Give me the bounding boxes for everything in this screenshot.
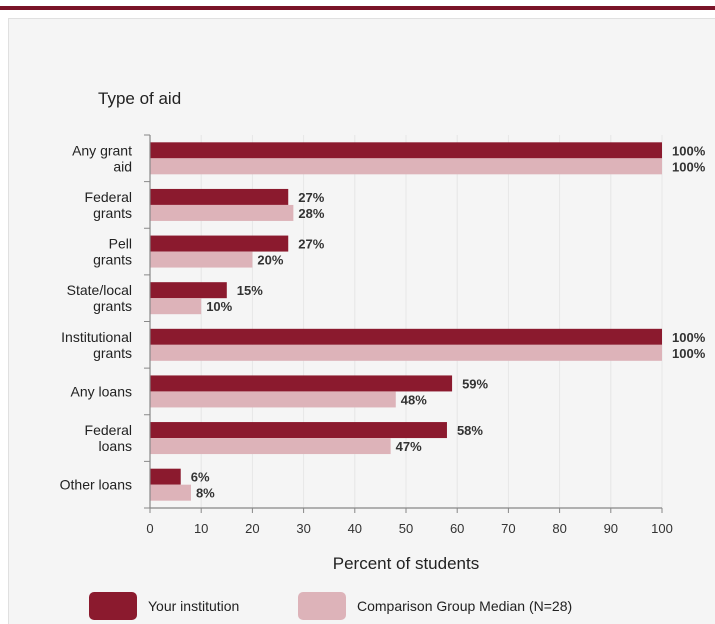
category-label: Any loans [71, 383, 132, 399]
x-tick-label: 50 [399, 521, 413, 536]
bar-institution [150, 282, 227, 299]
value-label: 100% [672, 159, 706, 174]
category-label-line: grants [93, 345, 132, 361]
x-tick-label: 90 [604, 521, 618, 536]
category-label: Federal grants [85, 189, 132, 221]
category-label-line: aid [113, 158, 132, 174]
x-tick-label: 10 [194, 521, 208, 536]
x-tick-label: 0 [146, 521, 153, 536]
category-label-line: Federal [85, 189, 132, 205]
value-label: 27% [298, 237, 324, 252]
category-label-line: loans [99, 438, 132, 454]
category-label-line: Any grant [72, 142, 132, 158]
x-tick-label: 30 [296, 521, 310, 536]
bar-institution [150, 422, 447, 439]
category-label-line: grants [93, 252, 132, 268]
x-tick-label: 60 [450, 521, 464, 536]
x-tick-labels-group: 0 10 20 30 40 50 60 70 80 90 100 [146, 521, 672, 536]
category-label: Institutional grants [61, 329, 132, 361]
x-tick-label: 40 [348, 521, 362, 536]
value-label: 58% [457, 423, 483, 438]
chart-title: Type of aid [98, 89, 181, 108]
category-label-line: Any loans [71, 383, 132, 399]
value-label: 20% [257, 253, 283, 268]
value-labels-group: 100%100%27%28%27%20%15%10%100%100%59%48%… [191, 143, 706, 500]
value-label: 6% [191, 470, 210, 485]
category-label: Federal loans [85, 422, 132, 454]
bar-institution [150, 142, 662, 159]
bar-comparison [150, 344, 662, 361]
bar-comparison [150, 251, 253, 268]
legend-swatch-institution [89, 592, 137, 620]
value-label: 47% [396, 439, 422, 454]
bars-group [150, 142, 662, 501]
category-label-line: Federal [85, 422, 132, 438]
category-label: State/local grants [67, 282, 132, 314]
bar-comparison [150, 204, 294, 221]
category-label: Any grant aid [72, 142, 132, 174]
value-label: 100% [672, 143, 706, 158]
bar-comparison [150, 484, 191, 501]
bar-institution [150, 328, 662, 345]
value-label: 15% [237, 283, 263, 298]
chart-panel [8, 18, 715, 624]
x-tick-label: 20 [245, 521, 259, 536]
bar-institution [150, 235, 289, 252]
value-label: 28% [298, 206, 324, 221]
top-accent-bar [0, 6, 715, 10]
value-label: 8% [196, 486, 215, 501]
legend-swatch-comparison [298, 592, 346, 620]
x-tick-label: 70 [501, 521, 515, 536]
category-label-line: grants [93, 205, 132, 221]
value-label: 100% [672, 330, 706, 345]
legend-label: Comparison Group Median (N=28) [357, 598, 572, 614]
category-label-line: Other loans [60, 477, 132, 493]
category-label-line: Institutional [61, 329, 132, 345]
legend-label: Your institution [148, 598, 239, 614]
bar-institution [150, 375, 453, 392]
bar-institution [150, 188, 289, 205]
bar-comparison [150, 438, 391, 455]
value-label: 59% [462, 376, 488, 391]
legend: Your institution Comparison Group Median … [89, 592, 572, 620]
bar-comparison [150, 158, 662, 175]
bar-comparison [150, 391, 396, 408]
value-label: 27% [298, 190, 324, 205]
value-label: 100% [672, 346, 706, 361]
x-axis-title: Percent of students [333, 554, 479, 573]
axes-group [144, 134, 663, 513]
value-label: 10% [206, 299, 232, 314]
x-tick-label: 80 [552, 521, 566, 536]
x-tick-label: 100 [651, 521, 673, 536]
category-label: Other loans [60, 477, 132, 493]
bar-comparison [150, 298, 202, 315]
category-label-line: State/local [67, 282, 132, 298]
bar-institution [150, 468, 181, 485]
category-label: Pell grants [93, 236, 132, 268]
category-label-line: Pell [109, 236, 132, 252]
category-label-line: grants [93, 298, 132, 314]
value-label: 48% [401, 392, 427, 407]
